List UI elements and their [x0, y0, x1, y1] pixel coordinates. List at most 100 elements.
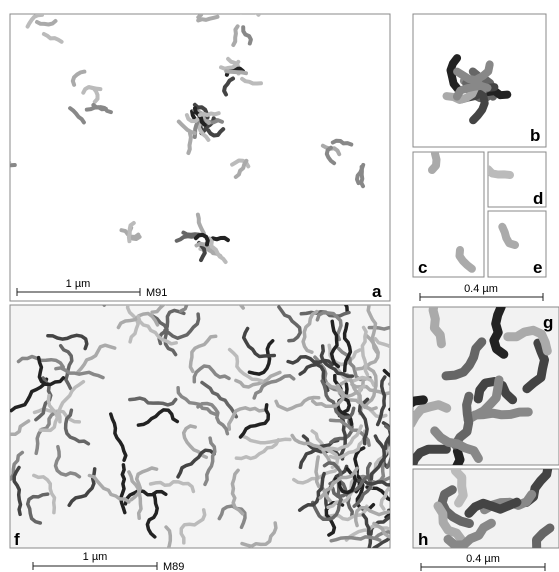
filament — [58, 343, 74, 391]
filament — [25, 14, 44, 29]
sample-label: M91 — [146, 287, 167, 299]
filament — [151, 314, 178, 357]
filament — [372, 534, 390, 548]
filament — [488, 165, 514, 179]
filament — [241, 326, 277, 359]
filament — [379, 483, 390, 511]
filament — [362, 364, 378, 409]
filament — [498, 222, 519, 249]
filament — [413, 400, 452, 429]
filament — [76, 343, 117, 374]
filament — [473, 377, 518, 405]
filament — [367, 325, 390, 331]
scale-bar: 1 µm M89 — [32, 551, 184, 572]
panel-label: c — [418, 258, 427, 277]
filament — [233, 158, 249, 179]
micrograph-content — [10, 14, 555, 548]
filament — [35, 19, 58, 27]
scale-bar: 0.4 µm — [419, 283, 544, 301]
filament — [176, 119, 197, 136]
filament — [197, 111, 221, 118]
filament — [10, 450, 25, 482]
filament — [46, 333, 89, 351]
filament — [56, 379, 86, 424]
filament — [352, 461, 373, 508]
filament — [252, 374, 296, 400]
filament — [413, 444, 451, 465]
filament — [452, 81, 492, 101]
filament — [16, 354, 65, 369]
filament — [310, 498, 343, 522]
filament — [109, 412, 128, 462]
filament — [314, 455, 333, 504]
filament — [450, 469, 468, 508]
filament — [464, 497, 522, 518]
filament — [227, 406, 266, 431]
filament — [357, 478, 390, 487]
filament — [360, 325, 370, 377]
filament — [329, 535, 382, 543]
filament — [179, 305, 189, 313]
panel-label: f — [14, 530, 20, 549]
filament — [532, 523, 555, 548]
filament — [247, 339, 275, 376]
filament — [10, 377, 49, 413]
filament — [63, 408, 91, 446]
filament — [315, 310, 343, 342]
filament — [463, 375, 504, 425]
panel-label: d — [533, 189, 543, 208]
filament — [452, 446, 465, 465]
filament — [87, 473, 131, 504]
filament — [196, 14, 204, 20]
filament — [239, 434, 292, 445]
filament — [329, 319, 341, 369]
filament — [123, 488, 168, 506]
filament — [489, 307, 509, 359]
filament — [318, 466, 359, 500]
filament — [118, 463, 127, 515]
panel-frame — [487, 151, 547, 208]
filament — [36, 355, 66, 387]
filament — [383, 434, 390, 450]
filament — [176, 386, 218, 417]
filament — [179, 508, 207, 545]
filament — [186, 131, 193, 155]
filament — [174, 234, 198, 243]
filament — [320, 379, 351, 420]
filament — [455, 246, 476, 273]
filament — [240, 521, 278, 548]
filament — [25, 492, 50, 525]
filament — [441, 337, 487, 381]
filament — [12, 465, 23, 517]
filament — [10, 163, 17, 168]
filament — [227, 347, 264, 383]
filament — [230, 468, 245, 516]
filament — [365, 485, 390, 519]
filament — [238, 403, 271, 439]
filament — [219, 59, 241, 71]
filament — [469, 88, 489, 125]
filament — [53, 444, 82, 479]
filament — [336, 409, 347, 461]
filament — [428, 307, 446, 349]
filament — [210, 245, 228, 264]
filament — [319, 344, 355, 378]
filament — [176, 448, 216, 479]
filament — [430, 426, 483, 463]
filament — [32, 473, 57, 515]
panel-label: e — [533, 258, 542, 277]
scale-label: 1 µm — [83, 551, 108, 563]
filament — [375, 375, 387, 427]
filament — [150, 305, 167, 314]
filament — [70, 69, 87, 87]
filament — [192, 364, 231, 384]
filament — [372, 521, 390, 539]
filament — [234, 438, 281, 461]
filament — [188, 334, 218, 374]
filament — [443, 518, 496, 548]
panel-label: a — [372, 282, 382, 301]
filament — [157, 308, 186, 346]
filament — [277, 305, 302, 343]
scale-label: 1 µm — [66, 278, 91, 290]
